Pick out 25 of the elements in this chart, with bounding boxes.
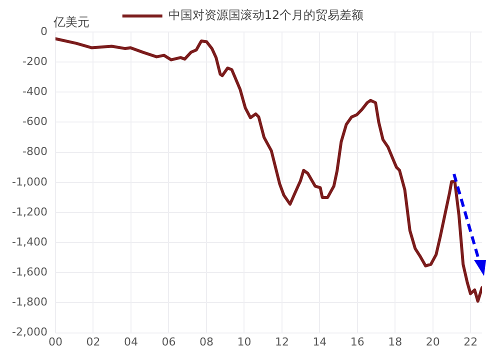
y-tick-label: -1,600: [12, 266, 48, 278]
x-tick-label: 06: [162, 335, 176, 348]
x-tick-label: 22: [464, 335, 478, 348]
y-tick-label: -1,000: [12, 175, 48, 188]
x-tick-label: 14: [312, 335, 327, 348]
x-tick-label: 18: [388, 335, 402, 348]
y-tick-label: 0: [40, 24, 48, 38]
x-tick-label: 02: [86, 335, 100, 348]
y-tick-label: -200: [22, 54, 48, 68]
x-tick-label: 00: [48, 335, 62, 348]
y-tick-label: -600: [22, 115, 48, 128]
x-tick-label: 10: [237, 335, 252, 348]
x-tick-label: 20: [426, 335, 440, 348]
y-axis-title: 亿美元: [52, 15, 90, 30]
y-tick-label: -1,200: [12, 205, 48, 218]
x-tick-label: 08: [199, 335, 214, 348]
x-tick-label: 16: [350, 335, 364, 348]
y-tick-label: -1,400: [12, 235, 48, 248]
legend-label: 中国对资源国滚动12个月的贸易差额: [168, 8, 364, 22]
x-tick-label: 04: [124, 335, 138, 348]
y-tick-label: -2,000: [12, 326, 48, 339]
x-tick-label: 12: [274, 335, 289, 348]
y-tick-label: -800: [22, 145, 48, 158]
y-tick-label: -1,800: [12, 296, 48, 309]
y-tick-label: -400: [22, 85, 48, 98]
